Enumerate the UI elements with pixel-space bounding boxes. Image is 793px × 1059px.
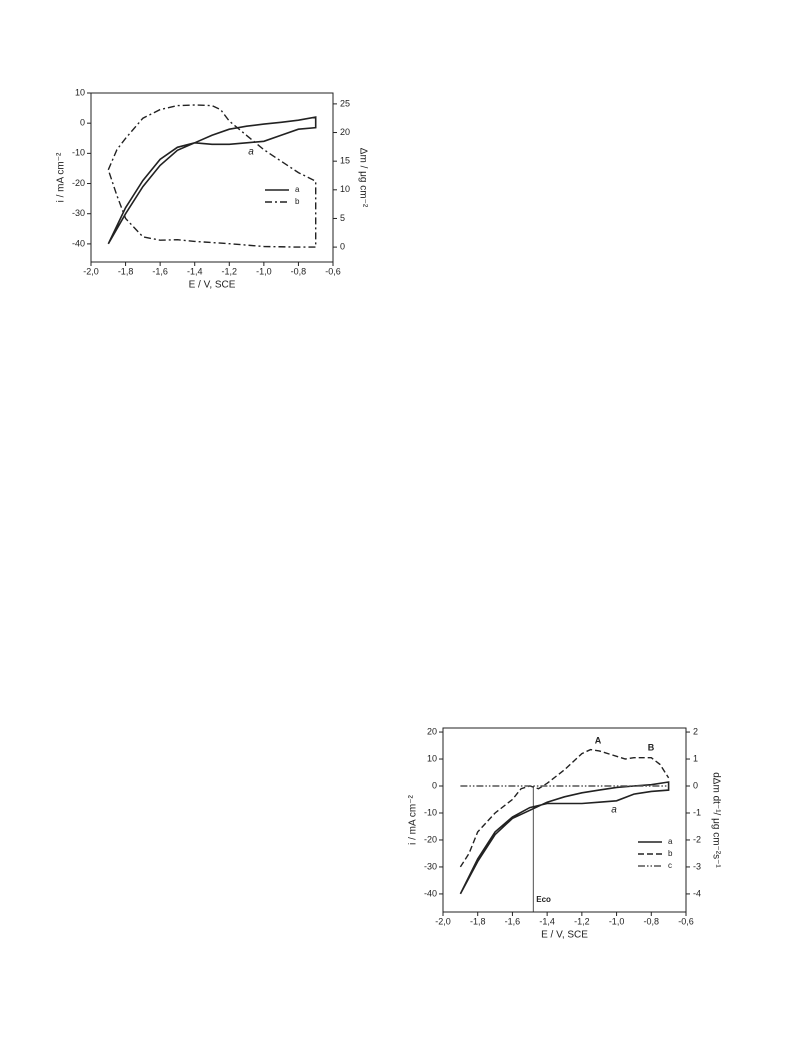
- y2-axis-label: Δm / μg cm⁻²: [357, 148, 368, 208]
- x-tick-label: -1,0: [609, 916, 625, 926]
- y2-axis-label: dΔm dt⁻¹/ μg cm⁻²s⁻¹: [710, 772, 721, 868]
- y2-tick-label: -2: [693, 834, 701, 844]
- x-tick-label: -2,0: [435, 916, 451, 926]
- x-tick-label: -1,6: [505, 916, 521, 926]
- y-tick-label: -20: [424, 834, 437, 844]
- x-tick-label: -1,4: [187, 266, 203, 276]
- series-line: [107, 116, 317, 245]
- series-line: [107, 104, 317, 248]
- y-tick-label: -40: [424, 888, 437, 898]
- x-tick-label: -1,2: [222, 266, 238, 276]
- legend-label: b: [668, 849, 673, 858]
- y2-tick-label: 25: [340, 98, 350, 108]
- x-tick-label: -1,8: [470, 916, 486, 926]
- y-tick-label: -10: [72, 148, 85, 158]
- y2-tick-label: 1: [693, 753, 698, 763]
- legend-label: a: [295, 185, 300, 194]
- legend-label: a: [668, 837, 673, 846]
- y2-tick-label: 15: [340, 156, 350, 166]
- annotation: a: [248, 147, 254, 158]
- y-tick-label: 0: [432, 780, 437, 790]
- x-axis-label: E / V, SCE: [541, 930, 588, 941]
- series-line: [459, 781, 670, 895]
- x-tick-label: -0,8: [291, 266, 307, 276]
- annotation: a: [611, 805, 617, 816]
- y-axis-label: i / mA cm⁻²: [56, 152, 67, 202]
- x-tick-label: -1,0: [256, 266, 272, 276]
- y-tick-label: 10: [427, 753, 437, 763]
- x-tick-label: -0,6: [678, 916, 694, 926]
- x-tick-label: -1,4: [539, 916, 555, 926]
- y-tick-label: 10: [75, 87, 85, 97]
- y2-tick-label: -3: [693, 861, 701, 871]
- reference-label: Eco: [536, 895, 551, 904]
- x-tick-label: -1,2: [574, 916, 590, 926]
- x-axis-label: E / V, SCE: [189, 280, 236, 291]
- y-tick-label: 0: [80, 118, 85, 128]
- y-tick-label: -20: [72, 178, 85, 188]
- y-axis-label: i / mA cm⁻²: [408, 794, 419, 844]
- y2-tick-label: 20: [340, 127, 350, 137]
- series-line: [459, 748, 670, 868]
- y-tick-label: -30: [424, 861, 437, 871]
- y-tick-label: -10: [424, 807, 437, 817]
- y2-tick-label: 2: [693, 726, 698, 736]
- y2-tick-label: 5: [340, 213, 345, 223]
- x-tick-label: -1,8: [118, 266, 134, 276]
- y-tick-label: 20: [427, 726, 437, 736]
- x-tick-label: -1,6: [152, 266, 168, 276]
- y-tick-label: -40: [72, 238, 85, 248]
- y2-tick-label: -4: [693, 888, 701, 898]
- y2-tick-label: 0: [693, 780, 698, 790]
- plot-frame: [442, 727, 687, 913]
- plot-frame: [90, 92, 334, 263]
- y2-tick-label: 0: [340, 241, 345, 251]
- x-tick-label: -0,8: [644, 916, 660, 926]
- x-tick-label: -0,6: [325, 266, 341, 276]
- x-tick-label: -2,0: [83, 266, 99, 276]
- legend-label: c: [668, 861, 672, 870]
- y-tick-label: -30: [72, 208, 85, 218]
- y2-tick-label: -1: [693, 807, 701, 817]
- annotation: A: [595, 735, 602, 745]
- legend-label: b: [295, 197, 300, 206]
- annotation: B: [648, 742, 655, 752]
- y2-tick-label: 10: [340, 184, 350, 194]
